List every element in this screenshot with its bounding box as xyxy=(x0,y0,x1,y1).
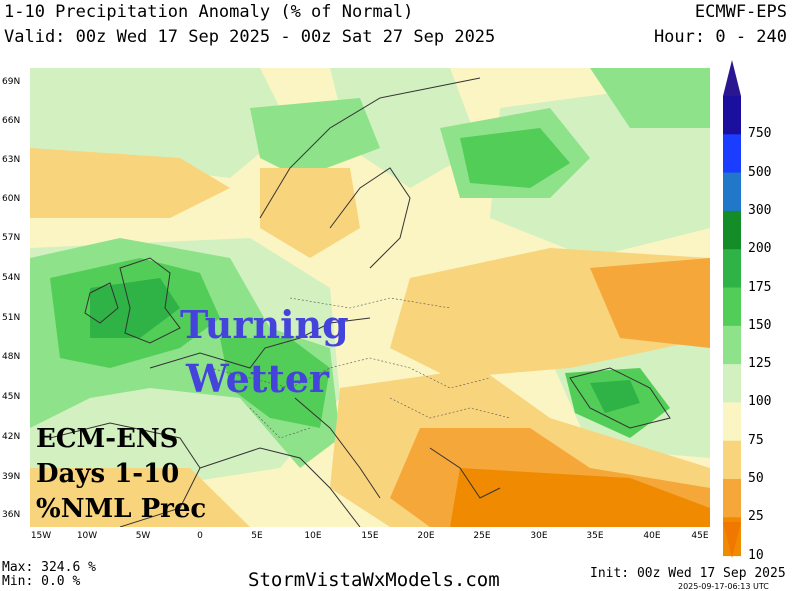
note-days: Days 1-10 xyxy=(36,459,180,489)
anomaly-50-zone xyxy=(30,468,250,527)
coastline-ireland xyxy=(84,282,119,324)
legend-swatch xyxy=(723,364,741,403)
lat-label: 36N xyxy=(2,510,21,520)
init-time: Init: 00z Wed 17 Sep 2025 xyxy=(590,566,786,581)
lon-label: 40E xyxy=(643,531,661,541)
precip-anomaly-map xyxy=(30,68,710,527)
lon-label: 5W xyxy=(135,531,151,541)
lat-label: 48N xyxy=(2,352,21,362)
lon-label: 35E xyxy=(586,531,604,541)
site-name: StormVistaWxModels.com xyxy=(248,569,500,591)
coastline-mediterranean xyxy=(199,447,361,527)
lat-label: 60N xyxy=(2,194,21,204)
lat-label: 63N xyxy=(2,155,21,165)
anomaly-150-zone xyxy=(460,128,570,188)
lon-label: 15W xyxy=(30,531,52,541)
valid-period: Valid: 00z Wed 17 Sep 2025 - 00z Sat 27 … xyxy=(4,27,496,47)
anomaly-175-zone xyxy=(90,278,180,338)
lat-label: 54N xyxy=(2,273,21,283)
anomaly-175-zone xyxy=(590,380,640,413)
min-value: Min: 0.0 % xyxy=(2,574,81,589)
lat-label: 57N xyxy=(2,233,21,243)
legend-cap-bottom xyxy=(723,522,741,558)
lat-label: 39N xyxy=(2,472,21,482)
legend-label: 25 xyxy=(748,509,764,525)
coastline-north-europe xyxy=(149,317,371,369)
map-canvas xyxy=(30,68,710,527)
lon-label: 0 xyxy=(197,531,203,541)
anomaly-50-zone xyxy=(260,168,360,258)
legend-swatch xyxy=(723,325,741,365)
legend-swatch xyxy=(723,249,741,288)
legend-swatch xyxy=(723,134,741,174)
legend-label: 175 xyxy=(748,279,772,295)
coastline-britain xyxy=(119,257,181,344)
border-line xyxy=(289,297,451,309)
legend-label: 50 xyxy=(748,471,764,486)
legend-cap-top xyxy=(723,60,741,96)
lon-label: 10W xyxy=(76,531,98,541)
lon-label: 5E xyxy=(251,531,263,541)
legend-swatch xyxy=(723,402,741,442)
legend-label: 750 xyxy=(748,126,772,142)
coastline-greece xyxy=(429,447,501,499)
coastline-italy xyxy=(294,397,381,499)
anomaly-100-zone xyxy=(30,68,290,178)
model-name: ECMWF-EPS xyxy=(694,2,787,22)
headline-turning: Turning xyxy=(180,302,349,347)
anomaly-100-zone xyxy=(330,68,480,188)
lat-label: 66N xyxy=(2,116,21,126)
legend-swatch xyxy=(723,479,741,518)
legend-label: 500 xyxy=(748,164,772,180)
border-line xyxy=(209,357,491,389)
generation-timestamp: 2025-09-17-06:13 UTC xyxy=(678,582,769,591)
country-borders xyxy=(209,297,511,439)
lat-label: 51N xyxy=(2,313,21,323)
legend-swatch xyxy=(723,96,741,135)
lon-label: 20E xyxy=(417,531,435,541)
legend-swatch xyxy=(723,440,741,480)
coastline-scandinavia xyxy=(259,77,481,219)
forecast-hour-range: Hour: 0 - 240 xyxy=(653,27,787,47)
coastline-iberia xyxy=(49,422,201,527)
lat-label: 42N xyxy=(2,432,21,442)
color-legend-bar xyxy=(723,60,741,558)
legend-label: 10 xyxy=(748,547,764,563)
legend-swatch xyxy=(723,172,741,212)
legend-label: 150 xyxy=(748,317,772,333)
map-title: 1-10 Precipitation Anomaly (% of Normal) xyxy=(4,2,414,22)
legend-swatch xyxy=(723,287,741,327)
border-line xyxy=(389,397,511,419)
lon-label: 25E xyxy=(473,531,491,541)
anomaly-25-zone xyxy=(590,258,710,348)
legend-label: 75 xyxy=(748,432,764,448)
anomaly-125-zone xyxy=(590,68,710,128)
legend-label: 125 xyxy=(748,356,772,372)
anomaly-50-zone xyxy=(30,148,230,218)
coastline-baltic xyxy=(329,167,411,269)
legend-swatch xyxy=(723,210,741,250)
lat-label: 69N xyxy=(2,77,21,87)
note-model: ECM-ENS xyxy=(36,424,179,454)
lon-label: 15E xyxy=(361,531,379,541)
legend-label: 100 xyxy=(748,394,772,410)
coastline-black-sea xyxy=(569,367,671,429)
coastlines xyxy=(49,77,671,527)
anomaly-10-zone xyxy=(450,468,710,527)
max-value: Max: 324.6 % xyxy=(2,560,96,575)
anomaly-150-zone xyxy=(220,338,330,428)
legend-label: 200 xyxy=(748,241,772,257)
note-field: %NML Prec xyxy=(36,494,207,524)
lon-label: 30E xyxy=(530,531,548,541)
headline-wetter: Wetter xyxy=(186,356,330,401)
lon-label: 10E xyxy=(304,531,322,541)
lon-label: 45E xyxy=(691,531,709,541)
legend-label: 300 xyxy=(748,202,772,218)
lat-label: 45N xyxy=(2,392,21,402)
